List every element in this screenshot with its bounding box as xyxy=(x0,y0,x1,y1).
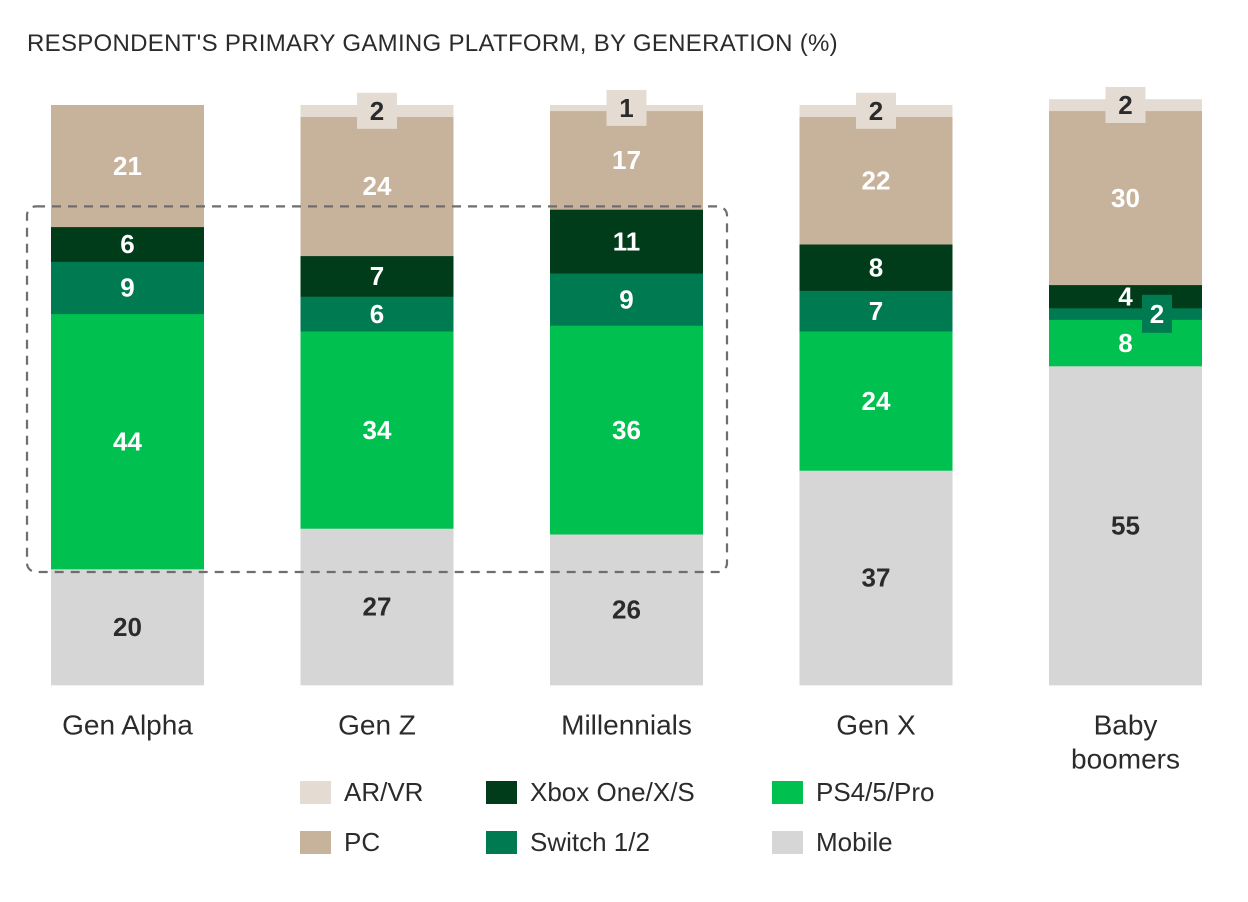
data-label-millennials-arvr: 1 xyxy=(619,93,633,123)
data-label-gen-alpha-ps: 44 xyxy=(113,426,142,456)
data-label-gen-z-mobile: 27 xyxy=(363,592,392,622)
bar-gen-z-switch xyxy=(300,296,454,332)
bar-gen-z-pc xyxy=(300,116,454,257)
data-label-gen-z-switch: 6 xyxy=(370,299,384,329)
x-tick-label-baby-boomers-line-1: Baby xyxy=(1094,710,1158,741)
legend-label-ps: PS4/5/Pro xyxy=(816,776,935,807)
bar-gen-x-ps xyxy=(799,331,953,471)
data-label-millennials-pc: 17 xyxy=(612,145,641,175)
data-label-gen-alpha-switch: 9 xyxy=(120,273,134,303)
data-label-gen-alpha-xbox: 6 xyxy=(120,229,134,259)
data-label-gen-alpha-pc: 21 xyxy=(113,151,142,181)
bar-millennials-pc xyxy=(550,110,703,210)
bar-baby-boomers-pc xyxy=(1049,110,1202,286)
data-labels: 2044962127346724226369111713724782225582… xyxy=(113,87,1172,642)
bar-millennials-mobile xyxy=(550,534,703,686)
legend-item-ps: PS4/5/Pro xyxy=(772,772,935,812)
legend-item-mobile: Mobile xyxy=(772,822,893,862)
data-label-baby-boomers-mobile: 55 xyxy=(1111,511,1140,541)
label-box-millennials-arvr xyxy=(606,89,647,126)
data-label-millennials-xbox: 11 xyxy=(613,226,641,256)
data-label-millennials-mobile: 26 xyxy=(612,595,641,625)
chart-title: RESPONDENT'S PRIMARY GAMING PLATFORM, BY… xyxy=(27,30,838,57)
data-label-baby-boomers-ps: 8 xyxy=(1118,328,1132,358)
data-label-gen-x-arvr: 2 xyxy=(869,96,883,126)
data-label-baby-boomers-xbox: 4 xyxy=(1118,281,1133,311)
legend-item-pc: PC xyxy=(300,822,380,862)
data-label-gen-z-xbox: 7 xyxy=(370,261,384,291)
bar-millennials-switch xyxy=(550,273,703,326)
legend-label-xbox: Xbox One/X/S xyxy=(530,776,695,807)
bar-millennials-ps xyxy=(550,325,703,535)
bars xyxy=(51,99,1202,686)
data-label-gen-z-arvr: 2 xyxy=(370,96,384,126)
bar-gen-x-mobile xyxy=(799,470,953,686)
bar-gen-z-mobile xyxy=(300,528,454,686)
legend-swatch-ps xyxy=(772,780,803,804)
legend-label-pc: PC xyxy=(344,826,381,857)
bar-gen-alpha-ps xyxy=(51,313,204,570)
legend-item-arvr: AR/VR xyxy=(300,772,423,812)
x-tick-label-gen-z: Gen Z xyxy=(338,710,416,741)
bar-gen-alpha-xbox xyxy=(51,226,204,262)
label-box-baby-boomers-arvr xyxy=(1105,87,1146,123)
legend-swatch-arvr xyxy=(300,780,331,804)
highlight-box xyxy=(25,205,729,574)
data-label-gen-z-ps: 34 xyxy=(363,415,392,445)
bar-baby-boomers-ps xyxy=(1049,319,1202,367)
x-tick-label-baby-boomers-line-2: boomers xyxy=(1071,744,1180,771)
bar-gen-x-pc xyxy=(799,116,953,245)
data-label-millennials-ps: 36 xyxy=(612,415,641,445)
data-label-gen-x-mobile: 37 xyxy=(862,563,891,593)
legend-swatch-switch xyxy=(486,830,517,854)
bar-gen-x-switch xyxy=(799,290,953,332)
data-label-gen-x-ps: 24 xyxy=(862,386,891,416)
label-box-gen-z-arvr xyxy=(357,92,397,129)
legend-item-xbox: Xbox One/X/S xyxy=(486,772,695,812)
data-label-gen-x-switch: 7 xyxy=(869,296,883,326)
legend: AR/VR PC Xbox One/X/S Switch 1/2 PS4/5/P… xyxy=(300,770,1000,880)
bar-gen-x-xbox xyxy=(799,244,953,291)
data-label-baby-boomers-arvr: 2 xyxy=(1118,90,1132,120)
legend-swatch-pc xyxy=(300,830,331,854)
bar-gen-alpha-mobile xyxy=(51,569,204,686)
stacked-bar-chart: Gen Alpha Gen Z Millennials Gen X Baby boomer… xyxy=(25,87,1202,771)
bar-baby-boomers-switch xyxy=(1049,308,1202,320)
bar-gen-z-ps xyxy=(300,331,454,529)
bar-gen-alpha-switch xyxy=(51,261,204,315)
bar-gen-z-xbox xyxy=(300,255,454,297)
data-label-gen-z-pc: 24 xyxy=(363,171,392,201)
data-label-millennials-switch: 9 xyxy=(619,284,633,314)
data-label-gen-alpha-mobile: 20 xyxy=(113,612,142,642)
label-box-baby-boomers-switch xyxy=(1142,294,1172,333)
data-label-gen-x-pc: 22 xyxy=(862,165,891,195)
x-tick-label-millennials: Millennials xyxy=(561,710,692,741)
x-tick-label-gen-x: Gen X xyxy=(836,710,916,741)
bar-baby-boomers-mobile xyxy=(1049,366,1202,686)
data-label-baby-boomers-pc: 30 xyxy=(1111,183,1140,213)
legend-swatch-mobile xyxy=(772,830,803,854)
data-label-baby-boomers-switch: 2 xyxy=(1150,299,1164,329)
bar-millennials-xbox xyxy=(550,209,703,274)
data-label-gen-x-xbox: 8 xyxy=(869,252,883,282)
legend-label-mobile: Mobile xyxy=(816,826,893,857)
x-tick-label-gen-alpha: Gen Alpha xyxy=(62,710,193,741)
legend-item-switch: Switch 1/2 xyxy=(486,822,650,862)
legend-swatch-xbox xyxy=(486,780,517,804)
legend-label-arvr: AR/VR xyxy=(344,776,424,807)
legend-label-switch: Switch 1/2 xyxy=(530,826,650,857)
label-box-gen-x-arvr xyxy=(856,92,896,129)
